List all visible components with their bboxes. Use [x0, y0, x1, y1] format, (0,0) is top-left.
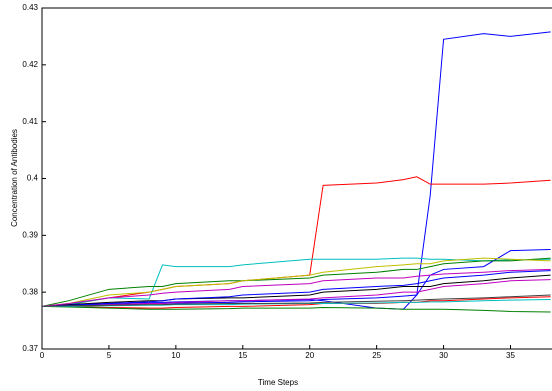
series-line: [42, 299, 551, 307]
series-line: [41, 268, 551, 307]
series-line: [42, 279, 551, 307]
series-line: [41, 257, 551, 307]
x-tick-label: 30: [439, 351, 448, 360]
series-line: [41, 257, 551, 307]
x-tick-label: 15: [238, 351, 247, 360]
x-tick-label: 0: [40, 351, 45, 360]
x-tick-label: 25: [372, 351, 381, 360]
series-line: [42, 296, 551, 309]
series-line: [41, 270, 551, 307]
series-line: [41, 257, 551, 307]
x-tick-label: 5: [107, 351, 112, 360]
y-tick-label: 0.37: [22, 344, 38, 353]
y-tick-label: 0.42: [22, 60, 38, 69]
series-line: [41, 305, 551, 313]
series-line: [41, 176, 551, 307]
y-tick-label: 0.38: [22, 287, 38, 296]
x-tick-label: 20: [305, 351, 314, 360]
series-line: [41, 274, 551, 307]
series-line: [41, 294, 551, 307]
y-tick-label: 0.43: [22, 3, 38, 12]
x-tick-label: 10: [171, 351, 180, 360]
y-tick-label: 0.39: [22, 230, 38, 239]
y-tick-label: 0.4: [27, 174, 39, 183]
x-axis-label: Time Steps: [258, 378, 298, 387]
y-tick-label: 0.41: [22, 117, 38, 126]
y-axis-label: Concentration of Antibodies: [10, 129, 19, 227]
x-tick-label: 35: [506, 351, 515, 360]
